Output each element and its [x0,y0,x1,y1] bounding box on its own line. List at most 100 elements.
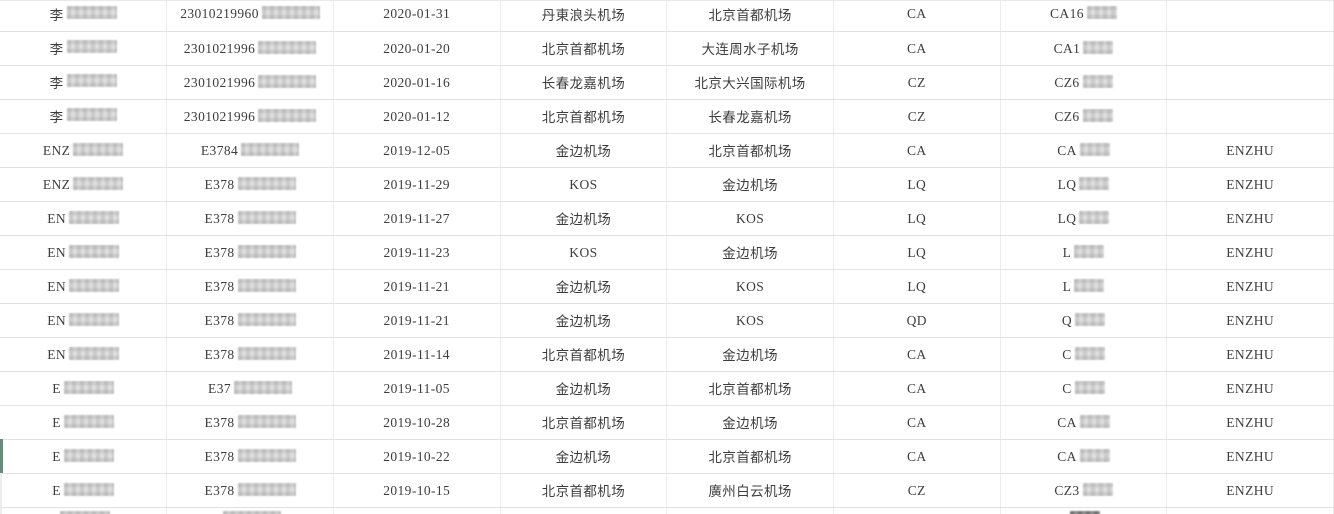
arrival-cell[interactable]: 廣州白云机场 [666,473,834,508]
flight-cell[interactable]: CZ6 [1000,65,1168,100]
airline-cell[interactable]: CA [833,439,1001,474]
flight-cell[interactable]: CZ3 [1000,473,1168,508]
passenger-cell[interactable]: ENZHU [1166,303,1334,338]
flight-cell[interactable]: C [1000,371,1168,406]
id-cell[interactable]: 23010219960 [166,0,334,32]
arrival-cell[interactable]: 大连周水子机场 [666,31,834,66]
name-cell[interactable]: EN [0,235,168,270]
arrival-cell[interactable]: 金边机场 [666,167,834,202]
passenger-cell[interactable] [1166,0,1334,32]
passenger-cell[interactable]: ENZHU [1166,235,1334,270]
id-cell[interactable]: E378 [166,473,334,508]
date-cell[interactable]: 2019-11-27 [333,201,501,236]
airline-cell[interactable]: CA [833,371,1001,406]
flight-cell[interactable]: C [1000,337,1168,372]
id-cell[interactable]: E378 [166,269,334,304]
departure-cell[interactable]: KOS [500,235,668,270]
departure-cell[interactable]: 北京首都机场 [500,99,668,134]
id-cell[interactable]: E378 [166,235,334,270]
arrival-cell[interactable]: 北京首都机场 [666,0,834,32]
name-cell[interactable]: 李 [0,31,168,66]
passenger-cell[interactable]: ENZHU [1166,371,1334,406]
passenger-cell[interactable]: ENZHU [1166,439,1334,474]
flight-cell[interactable]: CZ6 [1000,99,1168,134]
airline-cell[interactable]: LQ [833,269,1001,304]
date-cell[interactable]: 2019-11-21 [333,303,501,338]
airline-cell[interactable]: LQ [833,167,1001,202]
passenger-cell[interactable] [1166,31,1334,66]
departure-cell[interactable]: 金边机场 [500,303,668,338]
passenger-cell[interactable]: ENZHU [1166,133,1334,168]
name-cell[interactable]: EN [0,337,168,372]
arrival-cell[interactable]: 金边机场 [666,235,834,270]
passenger-cell[interactable] [1166,99,1334,134]
departure-cell[interactable]: 金边机场 [500,439,668,474]
date-cell[interactable]: 2019-11-29 [333,167,501,202]
arrival-cell[interactable]: 金边机场 [666,405,834,440]
flight-cell[interactable]: CA [1000,133,1168,168]
name-cell[interactable]: E [0,405,168,440]
name-cell[interactable]: ENZ [0,167,168,202]
airline-cell[interactable]: QD [833,303,1001,338]
arrival-cell[interactable]: 金边机场 [666,337,834,372]
departure-cell[interactable]: 金边机场 [500,133,668,168]
airline-cell[interactable]: LQ [833,201,1001,236]
name-cell[interactable]: 李 [0,65,168,100]
id-cell[interactable]: E378 [166,303,334,338]
partial-cell[interactable] [1000,507,1168,514]
departure-cell[interactable]: KOS [500,167,668,202]
id-cell[interactable]: E37 [166,371,334,406]
departure-cell[interactable]: 金边机场 [500,269,668,304]
partial-cell[interactable] [500,507,668,514]
airline-cell[interactable]: CA [833,337,1001,372]
flight-cell[interactable]: LQ [1000,167,1168,202]
id-cell[interactable]: 2301021996 [166,65,334,100]
arrival-cell[interactable]: 北京首都机场 [666,371,834,406]
flight-cell[interactable]: Q [1000,303,1168,338]
departure-cell[interactable]: 金边机场 [500,201,668,236]
date-cell[interactable]: 2019-10-15 [333,473,501,508]
airline-cell[interactable]: CA [833,0,1001,32]
id-cell[interactable]: E378 [166,337,334,372]
partial-cell[interactable] [833,507,1001,514]
date-cell[interactable]: 2019-10-28 [333,405,501,440]
airline-cell[interactable]: CA [833,31,1001,66]
departure-cell[interactable]: 金边机场 [500,371,668,406]
id-cell[interactable]: E378 [166,439,334,474]
name-cell[interactable]: E [0,439,168,474]
airline-cell[interactable]: CZ [833,473,1001,508]
id-cell[interactable]: E378 [166,405,334,440]
passenger-cell[interactable]: ENZHU [1166,167,1334,202]
name-cell[interactable]: E [0,473,168,508]
arrival-cell[interactable]: KOS [666,201,834,236]
id-cell[interactable]: E378 [166,167,334,202]
date-cell[interactable]: 2019-11-14 [333,337,501,372]
airline-cell[interactable]: CA [833,133,1001,168]
name-cell[interactable]: EN [0,201,168,236]
arrival-cell[interactable]: KOS [666,269,834,304]
date-cell[interactable]: 2020-01-12 [333,99,501,134]
id-cell[interactable]: E378 [166,201,334,236]
name-cell[interactable]: EN [0,269,168,304]
flight-cell[interactable]: LQ [1000,201,1168,236]
departure-cell[interactable]: 北京首都机场 [500,405,668,440]
partial-cell[interactable] [0,507,168,514]
arrival-cell[interactable]: 北京大兴国际机场 [666,65,834,100]
name-cell[interactable]: E [0,371,168,406]
departure-cell[interactable]: 北京首都机场 [500,337,668,372]
id-cell[interactable]: 2301021996 [166,99,334,134]
departure-cell[interactable]: 长春龙嘉机场 [500,65,668,100]
airline-cell[interactable]: CZ [833,99,1001,134]
name-cell[interactable]: 李 [0,0,168,32]
flight-cell[interactable]: CA [1000,405,1168,440]
passenger-cell[interactable]: ENZHU [1166,201,1334,236]
passenger-cell[interactable]: ENZHU [1166,269,1334,304]
date-cell[interactable]: 2020-01-31 [333,0,501,32]
flight-cell[interactable]: CA16 [1000,0,1168,32]
date-cell[interactable]: 2019-12-05 [333,133,501,168]
airline-cell[interactable]: CA [833,405,1001,440]
passenger-cell[interactable] [1166,65,1334,100]
name-cell[interactable]: 李 [0,99,168,134]
arrival-cell[interactable]: 北京首都机场 [666,133,834,168]
partial-cell[interactable] [333,507,501,514]
